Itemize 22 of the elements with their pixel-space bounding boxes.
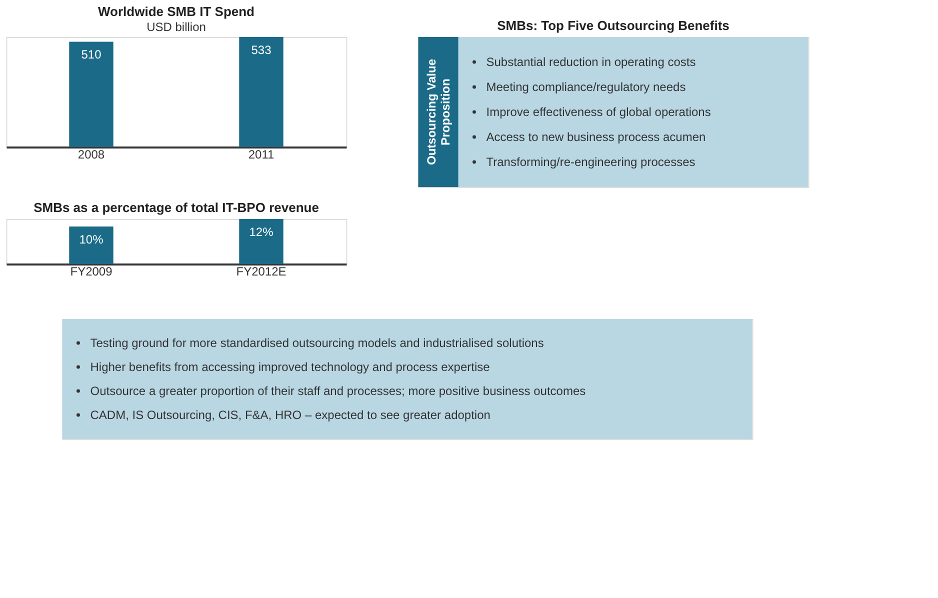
data-label: 10%: [79, 232, 104, 246]
text: Improve effectiveness of global operations: [486, 105, 711, 119]
data-label: 12%: [249, 225, 274, 239]
text: Outsourcing Value Proposition: [424, 58, 452, 166]
text: Substantial reduction in operating costs: [486, 55, 696, 69]
text: Meeting compliance/regulatory needs: [486, 80, 686, 94]
x-tick-label: 2008: [78, 148, 105, 162]
data-label: 510: [81, 48, 102, 62]
chart-title: Worldwide SMB IT Spend: [98, 4, 255, 19]
chart-title: SMBs as a percentage of total IT-BPO revenue: [34, 200, 319, 215]
x-tick-label: FY2009: [70, 264, 113, 278]
text: Access to new business process acumen: [486, 130, 706, 144]
chart-subtitle: USD billion: [146, 20, 206, 34]
text: Outsource a greater proportion of their staff and processes; more positive business outcomes: [90, 384, 586, 398]
text: Higher benefits from accessing improved technology and process expertise: [90, 360, 490, 374]
x-tick-label: FY2012E: [236, 264, 286, 278]
x-tick-label: 2011: [248, 148, 274, 162]
text: Transforming/re-engineering processes: [486, 155, 696, 169]
text: Testing ground for more standardised outsourcing models and industrialised solutions: [90, 336, 544, 350]
text: CADM, IS Outsourcing, CIS, F&A, HRO – expected to see greater adoption: [90, 408, 490, 422]
data-label: 533: [251, 43, 272, 57]
text: SMBs: Top Five Outsourcing Benefits: [497, 18, 730, 33]
